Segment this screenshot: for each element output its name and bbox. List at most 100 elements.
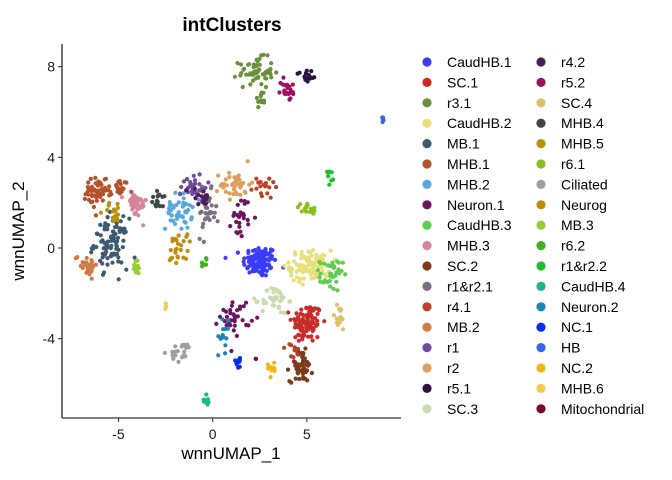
point-r5.1-0-13: [310, 75, 315, 80]
x-tick-label-0: 0: [209, 426, 217, 442]
point-MHB.1-1-20: [102, 177, 107, 182]
point-r6.2-0-6: [200, 264, 205, 269]
legend-item-NC.2: NC.2: [536, 360, 593, 376]
point-MB.1-0-84: [95, 231, 100, 237]
point-r4.2-0-12: [196, 202, 201, 207]
point-Neuron.1-0-7: [246, 222, 251, 227]
legend-label-MB.3: MB.3: [561, 217, 594, 233]
point-Neurog-0-11: [181, 239, 186, 244]
point-NC.1-0-5: [233, 358, 238, 363]
point-MHB.1-1-17: [129, 189, 134, 194]
point-r3.1-0-21: [259, 53, 264, 58]
point-MHB.1-1-19: [117, 191, 122, 196]
point-SC.1-0-95: [293, 325, 298, 330]
legend-label-r3.1: r3.1: [447, 95, 471, 111]
point-r5.2-0-8: [290, 82, 295, 87]
point-SC.3-0-18: [276, 305, 281, 310]
legend-label-NC.2: NC.2: [561, 360, 593, 376]
point-MHB.4-0-14: [155, 199, 160, 204]
legend-label-SC.4: SC.4: [561, 95, 592, 111]
point-SC.4-0-17: [338, 315, 343, 321]
legend-label-MB.2: MB.2: [447, 319, 480, 335]
point-Neuron.1-1-15: [234, 333, 239, 338]
legend-item-r1: r1: [422, 340, 460, 356]
legend-item-Ciliated: Ciliated: [536, 176, 608, 192]
point-r2-0-3: [245, 159, 250, 164]
point-SC.3-0-13: [278, 310, 284, 315]
point-SC.1-0-97: [307, 305, 312, 310]
point-Neuron.2-0-9: [220, 317, 225, 322]
point-CaudHB.3-0-26: [330, 262, 335, 267]
point-MB.1-0-67: [105, 239, 110, 244]
legend-label-r5.1: r5.1: [447, 380, 471, 396]
point-r5.1-0-18: [304, 77, 309, 83]
point-r3.1-1-8: [258, 93, 263, 99]
point-MHB.3-0-24: [131, 192, 136, 198]
legend-label-r1&r2.2: r1&r2.2: [561, 258, 607, 274]
point-SC.1-0-65: [302, 321, 307, 326]
legend-swatch-CaudHB.4: [536, 281, 546, 291]
point-r6.2-0-5: [199, 260, 205, 265]
point-r2-0-31: [227, 170, 232, 175]
point-SC.3-0-39: [261, 301, 266, 306]
point-Neuron.1-0-2: [235, 202, 240, 207]
point-MHB.5-0-3: [115, 201, 120, 207]
point-MHB.5-0-13: [98, 210, 103, 215]
point-CaudHB.1-0-108: [251, 258, 256, 263]
series-r6.2: [199, 256, 209, 269]
point-MHB.2-0-30: [187, 203, 192, 208]
point-r5.1-0-3: [309, 69, 314, 74]
point-Neuron.1-1-31: [232, 319, 237, 324]
legend-swatch-r5.2: [536, 77, 546, 87]
point-Ciliated-0-13: [175, 349, 180, 354]
point-r1&r2.1-0-23: [214, 204, 219, 209]
point-r4.2-0-11: [205, 195, 210, 200]
y-axis-title: wnnUMAP_2: [9, 181, 28, 281]
point-CaudHB.2-0-91: [309, 262, 314, 267]
point-SC.1-0-55: [294, 311, 299, 316]
legend-label-r6.2: r6.2: [561, 238, 585, 254]
point-CaudHB.3-0-21: [328, 271, 333, 276]
point-CaudHB.1-0-87: [235, 250, 240, 255]
point-r3.1-0-41: [269, 61, 274, 66]
point-CaudHB.1-0-65: [251, 248, 256, 253]
point-Neuron.1-0-11: [232, 210, 237, 216]
point-MB.1-0-61: [99, 239, 104, 244]
point-CaudHB.2-0-98: [288, 270, 294, 275]
legend-swatch-MHB.3: [422, 241, 432, 251]
point-r1-0-19: [181, 179, 186, 184]
point-MHB.1-0-43: [93, 213, 99, 218]
point-r3.1-0-51: [239, 71, 244, 76]
point-SC.1-0-77: [293, 335, 298, 340]
point-r6.1-0-10: [312, 208, 317, 213]
point-MHB.2-0-14: [173, 190, 178, 195]
point-r3.1-0-23: [247, 72, 252, 77]
legend-label-Mitochondrial: Mitochondrial: [561, 401, 644, 417]
legend-label-r4.2: r4.2: [561, 54, 585, 70]
series-MB.1: [89, 209, 137, 282]
legend-item-Mitochondrial: Mitochondrial: [536, 401, 644, 417]
point-r3.1-0-44: [274, 70, 279, 75]
point-SC.1-0-80: [293, 321, 298, 326]
point-MB.1-0-35: [118, 219, 123, 224]
point-CaudHB.3-0-3: [334, 279, 339, 284]
point-Neuron.1-1-19: [229, 348, 234, 354]
point-SC.1-0-6: [296, 338, 301, 343]
point-SC.3-0-29: [252, 296, 257, 301]
legend-item-CaudHB.4: CaudHB.4: [536, 278, 626, 294]
point-MHB.1-0-30: [85, 184, 90, 190]
legend-swatch-SC.4: [536, 98, 546, 108]
series-MHB.6: [163, 301, 169, 311]
legend-swatch-r3.1: [422, 98, 432, 108]
point-Ciliated-0-5: [176, 359, 181, 364]
y-tick-label-4: 4: [47, 149, 55, 165]
series-MB.2: [73, 255, 99, 281]
point-CaudHB.2-0-35: [309, 276, 314, 281]
point-MHB.2-0-28: [183, 201, 188, 206]
point-r3.1-0-36: [259, 82, 264, 87]
point-MHB.1-1-5: [118, 182, 123, 187]
point-CaudHB.2-0-88: [320, 257, 325, 262]
point-MB.2-0-28: [84, 260, 89, 265]
point-r4.2-0-5: [201, 189, 206, 194]
point-CaudHB.1-0-106: [256, 260, 261, 265]
